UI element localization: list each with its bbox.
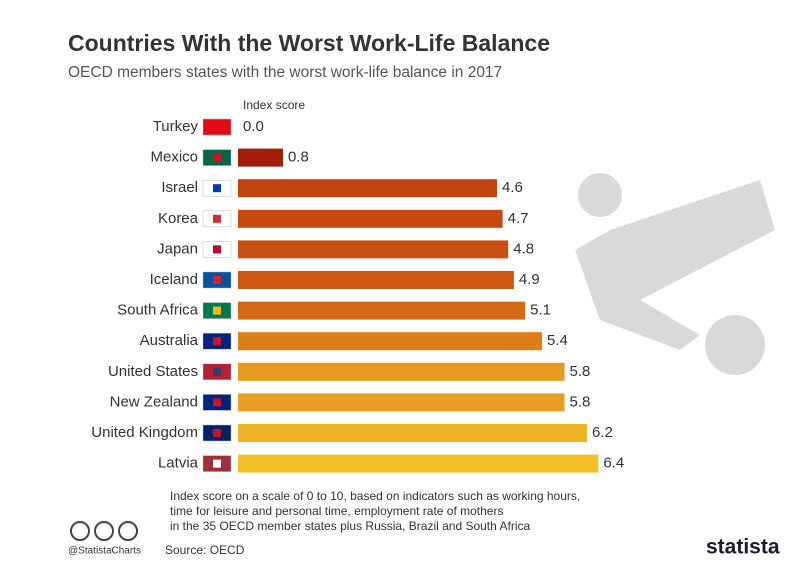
category-label: Israel <box>161 179 198 196</box>
note-line: time for leisure and personal time, empl… <box>170 504 503 518</box>
source: Source: OECD <box>165 543 245 557</box>
category-label: Iceland <box>150 271 198 288</box>
flag <box>213 245 221 254</box>
flag <box>213 337 221 346</box>
decoration <box>575 173 775 375</box>
category-label: United States <box>108 363 198 380</box>
flag <box>213 306 221 315</box>
bar <box>238 362 565 381</box>
category-label: United Kingdom <box>91 424 198 441</box>
value-label: 6.2 <box>592 424 613 441</box>
bar <box>238 148 284 167</box>
category-label: South Africa <box>117 302 199 319</box>
value-label: 6.4 <box>603 455 624 472</box>
axis-label: Index score <box>243 98 305 112</box>
brand-logo: statista <box>706 536 780 559</box>
flag <box>213 398 221 407</box>
value-label: 4.6 <box>502 179 523 196</box>
flag <box>213 123 221 131</box>
flag <box>213 214 221 223</box>
flag <box>213 429 221 437</box>
bar <box>238 424 588 442</box>
handle: @StatistaCharts <box>68 546 141 557</box>
flag <box>213 184 221 193</box>
category-label: Latvia <box>158 455 199 472</box>
flag <box>213 153 221 162</box>
flag <box>213 276 221 284</box>
flag <box>213 367 221 376</box>
value-label: 5.1 <box>530 302 551 319</box>
chart-title: Countries With the Worst Work-Life Balan… <box>68 30 550 56</box>
value-label: 4.9 <box>519 271 540 288</box>
bar <box>238 332 543 351</box>
value-label: 5.8 <box>570 363 591 380</box>
category-label: New Zealand <box>110 393 198 410</box>
value-label: 0.0 <box>243 118 264 135</box>
value-label: 4.8 <box>513 240 534 257</box>
bar <box>238 393 565 412</box>
category-label: Australia <box>140 332 199 349</box>
category-label: Japan <box>157 240 198 257</box>
value-label: 5.8 <box>570 393 591 410</box>
license-icons <box>70 521 138 541</box>
bar <box>238 271 514 289</box>
note-line: Index score on a scale of 0 to 10, based… <box>170 489 580 503</box>
flag <box>213 459 221 468</box>
note-line: in the 35 OECD member states plus Russia… <box>170 519 530 533</box>
chart-subtitle: OECD members states with the worst work-… <box>68 64 502 81</box>
bar <box>238 240 509 259</box>
category-label: Korea <box>158 210 199 227</box>
value-label: 5.4 <box>547 332 568 349</box>
value-label: 4.7 <box>508 210 529 227</box>
bar <box>238 301 526 320</box>
bar <box>238 209 503 228</box>
value-label: 0.8 <box>288 149 309 166</box>
bar <box>238 454 599 473</box>
bar <box>238 179 497 198</box>
category-label: Turkey <box>153 118 199 135</box>
category-label: Mexico <box>150 149 198 166</box>
